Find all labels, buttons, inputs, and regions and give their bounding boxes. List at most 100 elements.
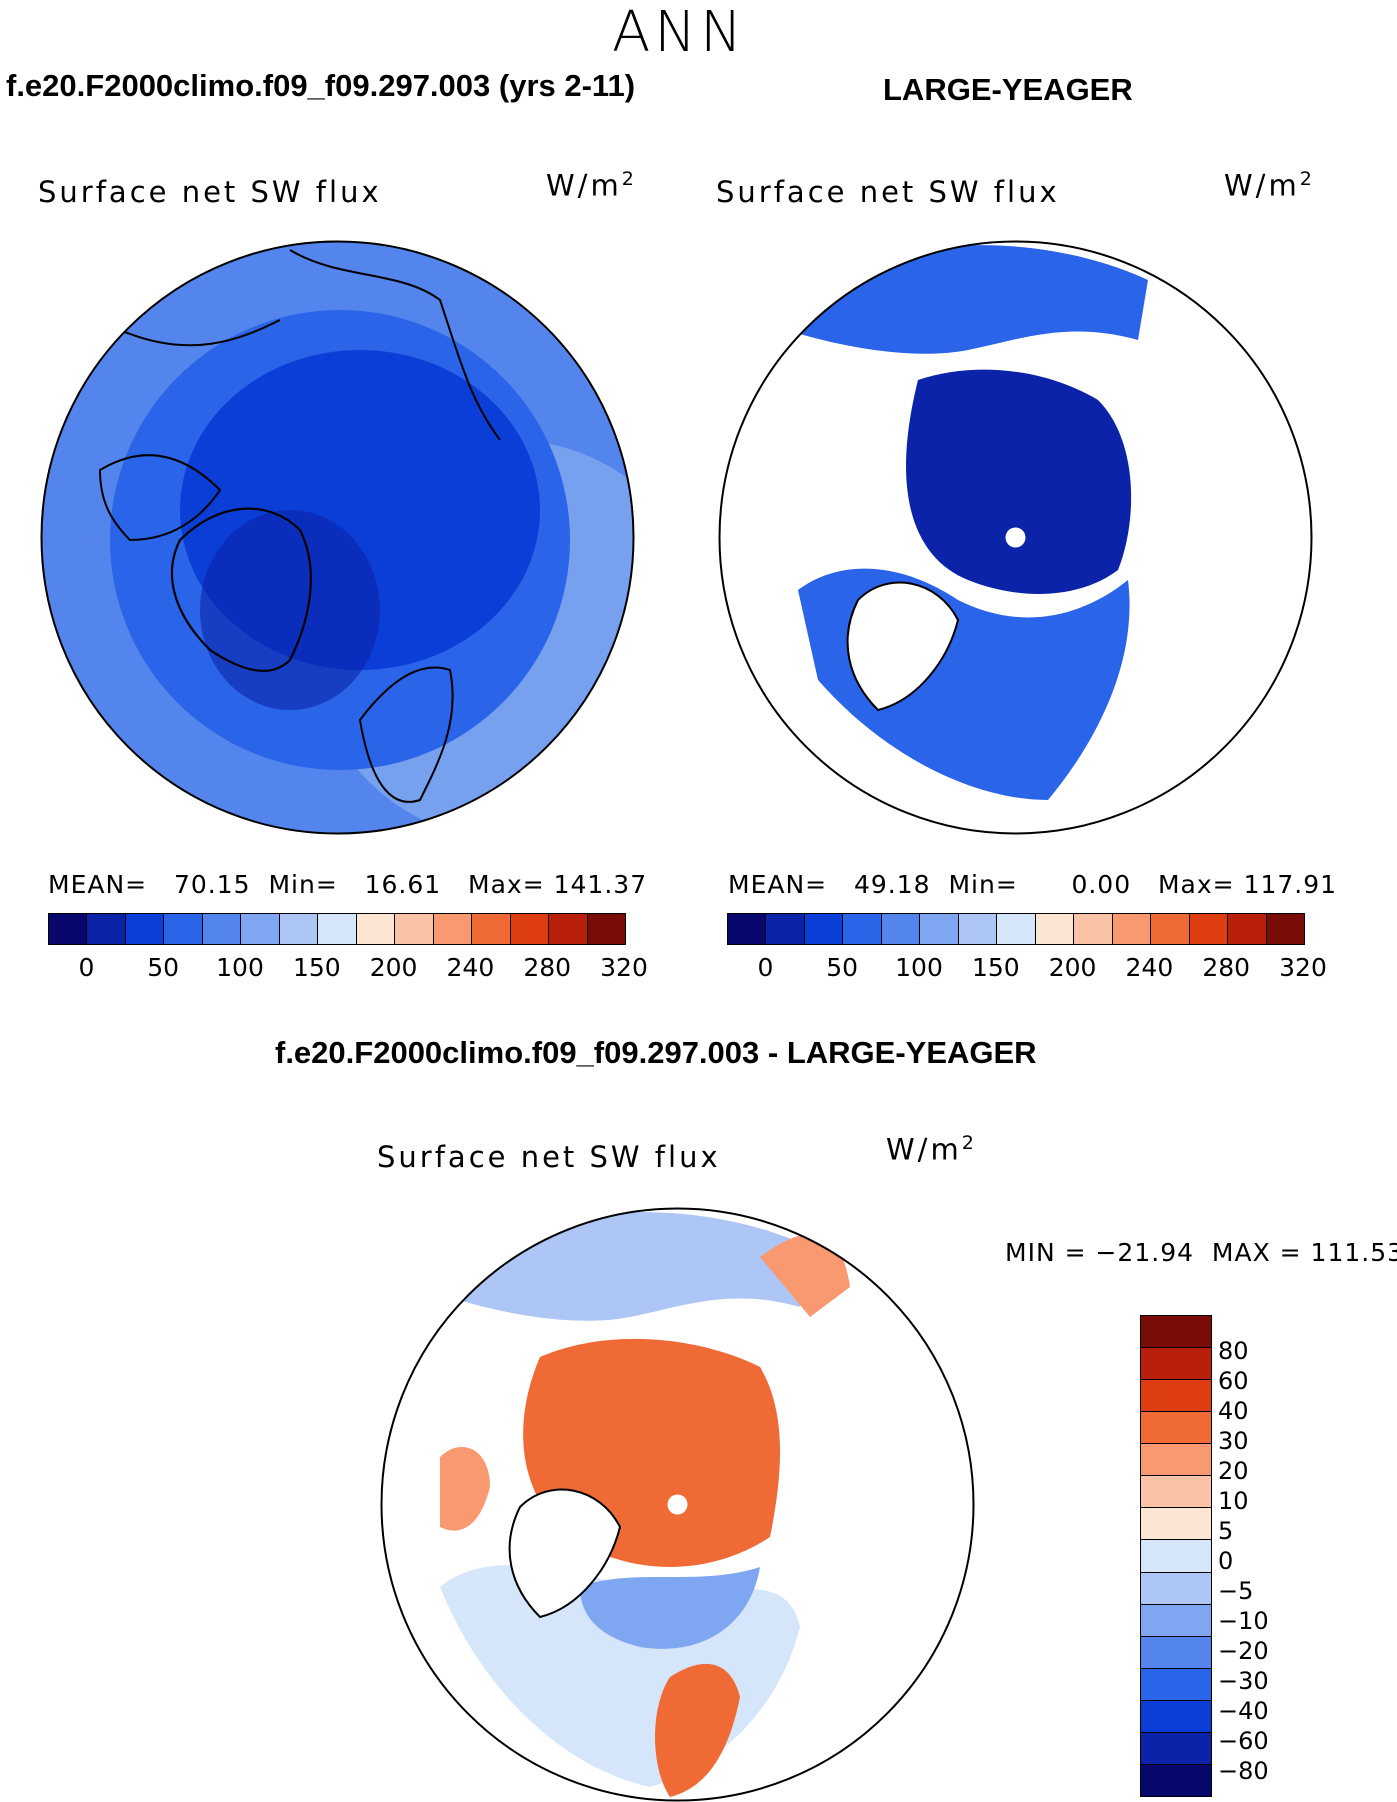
test-colorbar-cell (164, 914, 203, 944)
test-colorbar-tick-label: 200 (369, 953, 418, 982)
test-colorbar-tick-label: 150 (292, 953, 341, 982)
test-colorbar-cell (433, 914, 473, 944)
obs-units-exp: 2 (1299, 168, 1315, 190)
obs-colorbar-cell (804, 914, 844, 944)
obs-colorbar-tick-label: 320 (1279, 953, 1327, 982)
diff-colorbar-cell (1141, 1764, 1211, 1796)
test-scandinavia-outline (358, 666, 454, 803)
test-greenland-outline (170, 507, 312, 672)
diff-colorbar-ticks: 80 60 40 30 20 10 5 0 −5 −10 −20 −30 −40 −60 −80 (1218, 1315, 1318, 1795)
obs-pole-hole (1005, 527, 1026, 548)
test-colorbar-cell (510, 914, 550, 944)
test-colorbar-tick-label: 100 (216, 953, 264, 982)
diff-units-base: W/m (886, 1132, 962, 1167)
obs-colorbar (727, 913, 1305, 945)
test-colorbar-cell (49, 914, 88, 944)
diff-colorbar-cell (1141, 1316, 1211, 1349)
test-alaska-coast (119, 319, 281, 347)
test-colorbar-cell (318, 914, 357, 944)
diff-colorbar-tick-label: 30 (1218, 1427, 1249, 1455)
test-colorbar-cell (279, 914, 319, 944)
test-colorbar-tick-label: 50 (147, 953, 180, 982)
test-units-base: W/m (546, 168, 622, 203)
obs-colorbar-tick-label: 100 (895, 953, 943, 982)
diff-greenland-outline (508, 1488, 622, 1619)
diff-colorbar-cell (1141, 1700, 1211, 1733)
test-colorbar-tick-label: 320 (600, 953, 648, 982)
diff-colorbar-cell (1141, 1604, 1211, 1637)
test-canada-outline (98, 454, 222, 542)
test-min-value: 16.61 (364, 870, 442, 899)
obs-units: W/m2 (1224, 168, 1315, 203)
obs-colorbar-tick-label: 280 (1202, 953, 1251, 982)
obs-colorbar-cell (1266, 914, 1305, 944)
obs-colorbar-cell (881, 914, 921, 944)
diff-colorbar-tick-label: −5 (1218, 1577, 1254, 1605)
obs-max-label: Max= (1157, 870, 1235, 899)
diff-colorbar-cell (1141, 1636, 1211, 1669)
obs-colorbar-ticks: 0 50 100 150 200 240 280 320 (727, 953, 1326, 983)
obs-colorbar-cell (843, 914, 882, 944)
obs-colorbar-tick-label: 150 (971, 953, 1020, 982)
diff-labrador-warm (440, 1447, 490, 1531)
obs-colorbar-cell (1189, 914, 1229, 944)
obs-map-border (718, 240, 1313, 835)
diff-colorbar-cell (1141, 1380, 1211, 1413)
diff-colorbar-tick-label: −30 (1218, 1667, 1269, 1695)
obs-colorbar-cell (1035, 914, 1075, 944)
test-max-value: 141.37 (553, 870, 648, 899)
obs-colorbar-tick-label: 240 (1125, 953, 1174, 982)
diff-colorbar-cell (1141, 1412, 1211, 1445)
diff-colorbar-cell (1141, 1540, 1211, 1573)
obs-colorbar-cell (1228, 914, 1267, 944)
diff-colorbar-tick-label: 5 (1218, 1517, 1234, 1545)
diff-colorbar-tick-label: 10 (1218, 1487, 1249, 1515)
diff-minmax: MIN = −21.94 MAX = 111.53 (1005, 1238, 1397, 1267)
diff-case-title: f.e20.F2000climo.f09_f09.297.003 - LARGE… (275, 1035, 1037, 1070)
test-colorbar-cell (549, 914, 588, 944)
obs-greenland-outline (846, 581, 960, 712)
obs-polar-map (718, 240, 1313, 835)
diff-colorbar-tick-label: 0 (1218, 1547, 1234, 1575)
diff-colorbar-cell (1141, 1732, 1211, 1765)
test-colorbar-cell (87, 914, 126, 944)
obs-variable-label: Surface net SW flux (716, 175, 1060, 209)
diff-pole-hole (667, 1494, 688, 1515)
diff-colorbar-tick-label: −10 (1218, 1607, 1269, 1635)
diff-colorbar-tick-label: −40 (1218, 1697, 1269, 1725)
diff-colorbar-tick-label: 20 (1218, 1457, 1249, 1485)
season-title: ANN (611, 0, 747, 65)
test-units-exp: 2 (621, 168, 637, 190)
obs-min-label: Min= (948, 870, 1018, 899)
test-colorbar-tick-label: 280 (523, 953, 572, 982)
diff-variable-label: Surface net SW flux (377, 1140, 721, 1174)
test-colorbar-cell (587, 914, 626, 944)
obs-case-title: LARGE-YEAGER (883, 72, 1133, 107)
test-max-label: Max= (468, 870, 545, 899)
diff-units: W/m2 (886, 1132, 977, 1167)
test-colorbar-cell (395, 914, 434, 944)
diff-colorbar-tick-label: 40 (1218, 1397, 1249, 1425)
obs-colorbar-cell (728, 914, 767, 944)
diff-units-exp: 2 (961, 1132, 977, 1154)
test-colorbar-cell (472, 914, 511, 944)
diff-beringia-warm (760, 1234, 850, 1317)
diff-colorbar (1140, 1315, 1212, 1797)
diff-colorbar-tick-label: −80 (1218, 1757, 1269, 1785)
test-colorbar-cell (125, 914, 165, 944)
diff-colorbar-tick-label: 80 (1218, 1337, 1249, 1365)
obs-min-value: 0.00 (1071, 870, 1132, 899)
obs-colorbar-cell (1074, 914, 1113, 944)
diff-colorbar-cell (1141, 1444, 1211, 1477)
test-mean-value: 70.15 (173, 870, 251, 899)
obs-colorbar-cell (958, 914, 998, 944)
test-colorbar (48, 913, 626, 945)
obs-arctic-core (906, 369, 1132, 594)
test-polar-map (40, 240, 635, 835)
obs-colorbar-tick-label: 0 (757, 953, 774, 982)
test-colorbar-tick-label: 0 (78, 953, 95, 982)
test-colorbar-tick-label: 240 (446, 953, 495, 982)
test-mean-label: MEAN= (48, 870, 148, 899)
diff-colorbar-tick-label: 60 (1218, 1367, 1249, 1395)
obs-colorbar-tick-label: 50 (826, 953, 859, 982)
